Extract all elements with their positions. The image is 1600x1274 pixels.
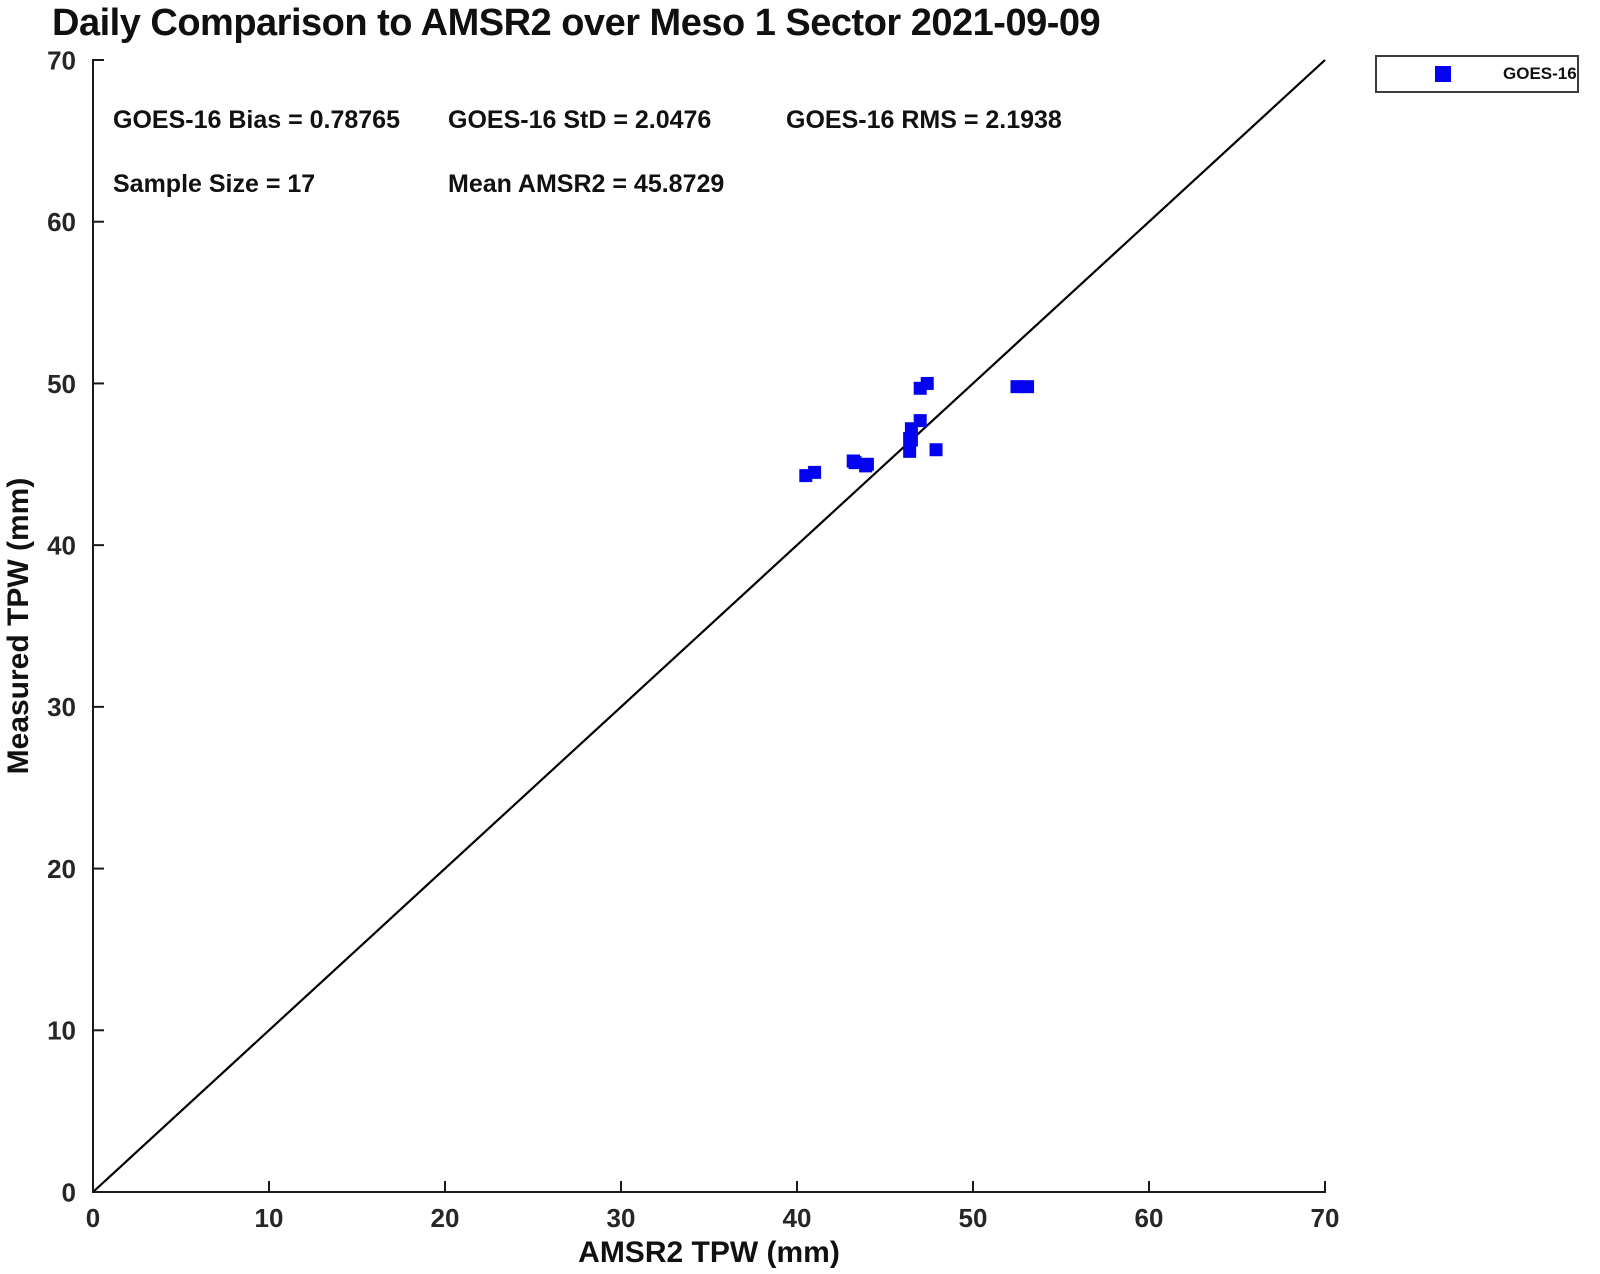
y-tick-label: 70 xyxy=(47,45,76,75)
stat-std: GOES-16 StD = 2.0476 xyxy=(448,106,712,134)
y-tick-label: 10 xyxy=(47,1016,76,1046)
data-point xyxy=(920,376,934,390)
x-tick-label: 10 xyxy=(255,1203,284,1233)
legend-label: GOES-16 xyxy=(1503,64,1577,83)
y-tick-label: 30 xyxy=(47,692,76,722)
y-tick-label: 50 xyxy=(47,369,76,399)
data-point xyxy=(929,443,943,457)
data-point xyxy=(904,433,918,447)
legend-marker-square xyxy=(1435,66,1451,82)
data-point xyxy=(848,456,862,470)
stat-rms: GOES-16 RMS = 2.1938 xyxy=(786,106,1062,134)
y-tick-label: 40 xyxy=(47,531,76,561)
x-tick-label: 20 xyxy=(431,1203,460,1233)
y-axis-label: Measured TPW (mm) xyxy=(2,478,35,775)
data-point xyxy=(913,414,927,428)
y-tick-label: 60 xyxy=(47,207,76,237)
x-tick-label: 70 xyxy=(1311,1203,1340,1233)
stat-sample-size: Sample Size = 17 xyxy=(113,170,316,198)
stat-mean-amsr2: Mean AMSR2 = 45.8729 xyxy=(448,170,725,198)
x-tick-label: 30 xyxy=(607,1203,636,1233)
data-point xyxy=(860,457,874,471)
identity-line xyxy=(92,59,1326,1193)
x-axis-label: AMSR2 TPW (mm) xyxy=(578,1236,840,1269)
x-tick-label: 40 xyxy=(783,1203,812,1233)
data-point xyxy=(1010,380,1024,394)
legend: GOES-16 xyxy=(1375,55,1579,93)
y-tick-label: 0 xyxy=(62,1177,76,1207)
data-point xyxy=(903,444,917,458)
x-tick-label: 0 xyxy=(86,1203,100,1233)
y-tick-label: 20 xyxy=(47,854,76,884)
data-point xyxy=(1021,380,1035,394)
data-point xyxy=(808,465,822,479)
stat-bias: GOES-16 Bias = 0.78765 xyxy=(113,106,400,134)
x-tick-label: 60 xyxy=(1135,1203,1164,1233)
x-tick-label: 50 xyxy=(959,1203,988,1233)
chart-title: Daily Comparison to AMSR2 over Meso 1 Se… xyxy=(52,2,1101,44)
